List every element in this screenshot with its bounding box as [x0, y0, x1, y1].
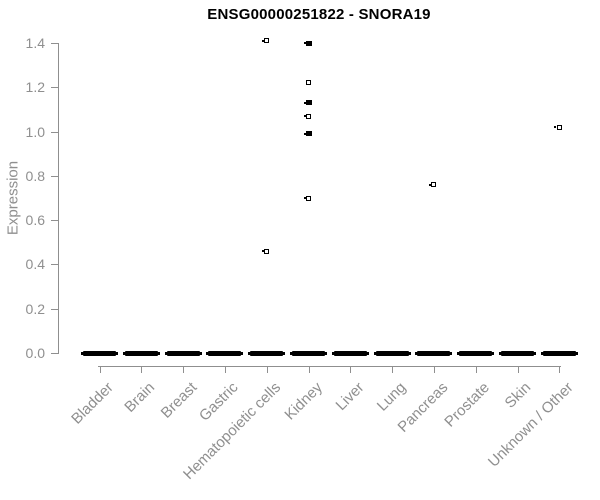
zero-dash-nub: [241, 351, 244, 355]
data-point: [306, 113, 311, 119]
x-tick: [141, 366, 143, 373]
zero-dash: [459, 350, 493, 356]
data-point: [556, 124, 562, 130]
zero-dash-nub: [116, 351, 118, 355]
x-tick: [224, 366, 226, 373]
zero-dash: [333, 350, 367, 356]
data-point-nub: [303, 42, 306, 44]
zero-dash: [292, 350, 325, 356]
zero-dash-nub: [540, 351, 543, 355]
data-point-nub: [303, 197, 306, 199]
y-tick-label: 1.2: [25, 79, 45, 96]
x-tick: [350, 366, 352, 373]
zero-dash-nub: [499, 351, 501, 355]
data-point: [306, 195, 311, 201]
zero-dash-nub: [492, 351, 495, 355]
zero-dash-nub: [331, 351, 334, 355]
x-tick: [517, 366, 519, 373]
zero-dash-nub: [415, 351, 418, 355]
data-point-nub: [303, 115, 306, 118]
zero-dash: [417, 350, 451, 356]
zero-dash-nub: [325, 351, 327, 355]
zero-dash: [501, 350, 534, 356]
zero-dash-nub: [199, 351, 202, 355]
zero-dash-nub: [457, 351, 460, 355]
zero-dash: [124, 350, 158, 356]
data-point-cluster: [305, 40, 312, 46]
zero-dash-nub: [81, 351, 83, 355]
y-tick: [51, 308, 58, 310]
y-tick: [51, 131, 58, 133]
x-tick: [392, 366, 394, 373]
zero-dash-nub: [290, 351, 292, 355]
zero-dash: [166, 350, 200, 356]
x-category-label: Breast: [157, 379, 201, 422]
x-axis-line: [98, 366, 561, 367]
x-tick: [559, 366, 561, 373]
y-tick: [51, 43, 58, 44]
zero-dash: [542, 350, 576, 356]
data-point-nub: [303, 132, 306, 135]
y-axis-line: [58, 43, 59, 354]
zero-dash: [250, 350, 284, 356]
zero-dash-nub: [248, 351, 251, 355]
chart-title: ENSG00000251822 - SNORA19: [207, 6, 431, 23]
zero-dash-nub: [206, 351, 209, 355]
data-point-cluster: [305, 100, 312, 106]
zero-dash-nub: [408, 351, 411, 355]
data-point: [264, 248, 270, 254]
x-category-label: Kidney: [281, 379, 326, 424]
zero-dash-nub: [122, 351, 125, 355]
x-category-label: Bladder: [67, 379, 117, 428]
x-category-label: Prostate: [441, 379, 493, 431]
y-tick-label: 0.6: [25, 212, 45, 229]
x-tick: [433, 366, 435, 373]
zero-dash: [375, 350, 409, 356]
x-category-label: Brain: [121, 379, 159, 416]
y-tick-label: 0.8: [25, 167, 45, 184]
data-point: [431, 182, 437, 188]
data-point-nub: [303, 101, 306, 104]
data-point-nub: [261, 250, 264, 253]
zero-dash-nub: [157, 351, 160, 355]
x-category-label: Skin: [501, 379, 535, 412]
data-point: [306, 80, 311, 86]
x-tick: [99, 366, 101, 373]
x-tick: [308, 366, 310, 373]
data-point-nub: [428, 183, 431, 186]
data-point-nub: [554, 126, 557, 129]
zero-dash-nub: [534, 351, 536, 355]
y-tick: [51, 220, 58, 222]
zero-dash-nub: [450, 351, 453, 355]
zero-dash-nub: [283, 351, 286, 355]
data-point: [264, 38, 270, 44]
x-tick: [266, 366, 268, 373]
data-point-nub: [261, 39, 264, 42]
y-tick: [51, 87, 58, 89]
x-tick: [475, 366, 477, 373]
zero-dash-nub: [164, 351, 167, 355]
zero-dash-nub: [575, 351, 578, 355]
y-tick-label: 0.2: [25, 300, 45, 317]
zero-dash-nub: [366, 351, 369, 355]
zero-dash: [208, 350, 242, 356]
y-tick-label: 1.0: [25, 123, 45, 140]
zero-dash-nub: [373, 351, 376, 355]
data-point-cluster: [305, 131, 312, 137]
y-tick-label: 1.4: [25, 35, 45, 51]
y-tick: [51, 353, 58, 354]
x-tick: [183, 366, 185, 373]
y-tick: [51, 264, 58, 266]
y-tick-label: 0.4: [25, 256, 45, 273]
x-category-label: Liver: [332, 379, 368, 415]
y-tick: [51, 175, 58, 177]
zero-dash: [83, 350, 116, 356]
x-category-label: Lung: [373, 379, 410, 415]
y-tick-label: 0.0: [25, 345, 45, 361]
